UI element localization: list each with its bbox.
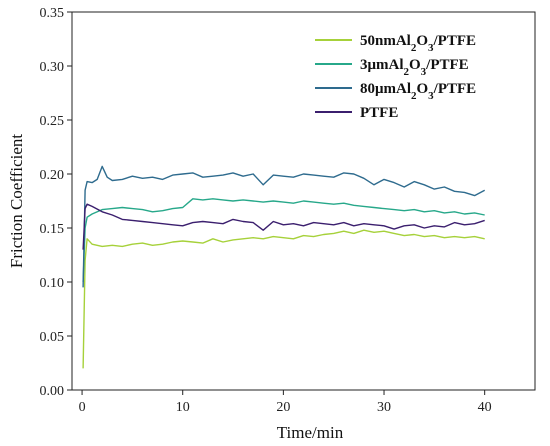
y-axis-label: Friction Coefficient xyxy=(7,134,26,269)
x-tick-label: 10 xyxy=(176,400,190,415)
series-line-4 xyxy=(82,203,485,250)
legend-label: PTFE xyxy=(360,105,398,121)
y-tick-label: 0.30 xyxy=(40,60,65,75)
legend-label: 50nmAl2O3/PTFE xyxy=(360,33,476,54)
plot-frame xyxy=(71,11,536,391)
legend-label: 80μmAl2O3/PTFE xyxy=(360,81,476,102)
y-axis-ticks: 0.00 0.05 0.10 0.15 0.20 0.25 0.30 0.35 xyxy=(40,6,72,399)
x-axis-label: Time/min xyxy=(277,423,344,442)
series-line-2 xyxy=(82,198,485,283)
x-tick-label: 0 xyxy=(79,400,86,415)
x-tick-label: 40 xyxy=(478,400,492,415)
series-line-3 xyxy=(82,165,486,288)
series-lines xyxy=(82,165,486,369)
y-tick-label: 0.10 xyxy=(40,276,65,291)
y-tick-label: 0.00 xyxy=(40,384,65,399)
y-tick-label: 0.25 xyxy=(40,114,65,129)
y-tick-label: 0.15 xyxy=(40,222,65,237)
y-tick-label: 0.35 xyxy=(40,6,65,21)
x-tick-label: 30 xyxy=(377,400,391,415)
x-tick-label: 20 xyxy=(276,400,290,415)
y-tick-label: 0.20 xyxy=(40,168,65,183)
y-tick-label: 0.05 xyxy=(40,330,65,345)
legend-label: 3μmAl2O3/PTFE xyxy=(360,57,469,78)
x-axis-ticks: 0 10 20 30 40 xyxy=(79,390,492,415)
series-line-1 xyxy=(82,229,485,369)
legend: 50nmAl2O3/PTFE 3μmAl2O3/PTFE 80μmAl2O3/PTF… xyxy=(315,33,476,121)
